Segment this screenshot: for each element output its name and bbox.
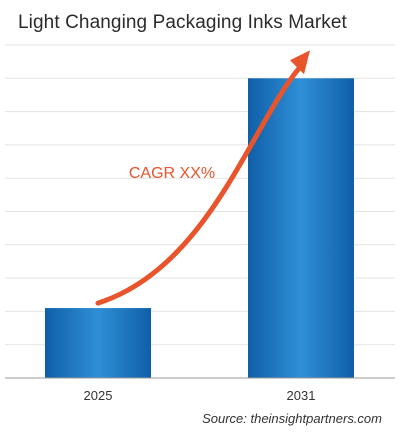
bar-2025: [45, 308, 151, 378]
cagr-annotation: CAGR XX%: [129, 165, 215, 182]
chart-title: Light Changing Packaging Inks Market: [18, 12, 347, 33]
cagr-arrow: [95, 65, 302, 306]
x-tick-label-2031: 2031: [287, 388, 316, 403]
source-credit: Source: theinsightpartners.com: [202, 411, 382, 426]
bar-2031: [248, 78, 354, 379]
x-tick-labels: 2025 2031: [84, 388, 316, 403]
x-tick-label-2025: 2025: [84, 388, 113, 403]
bars-group: [45, 78, 354, 379]
cagr-arrow-head: [290, 50, 310, 75]
